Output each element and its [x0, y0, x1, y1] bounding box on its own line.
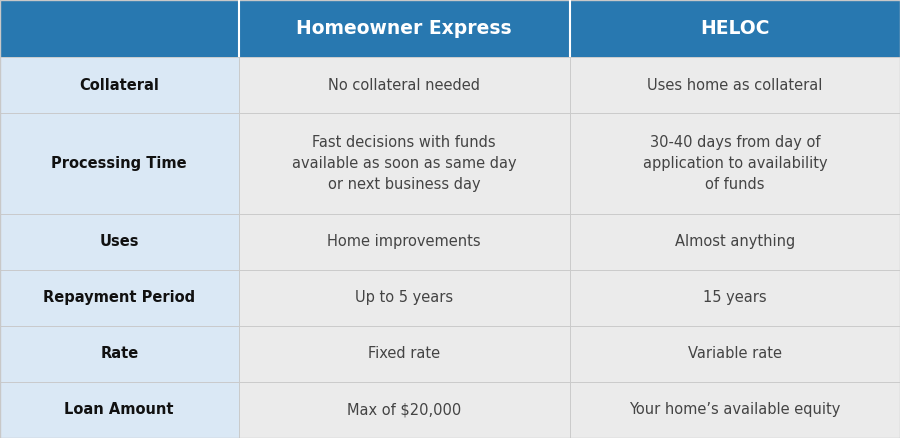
Bar: [0, 382, 238, 438]
Text: Home improvements: Home improvements: [328, 234, 481, 249]
Text: Uses home as collateral: Uses home as collateral: [647, 78, 823, 92]
Text: Rate: Rate: [100, 346, 139, 361]
Bar: [570, 270, 900, 326]
Bar: [570, 113, 900, 214]
Text: Almost anything: Almost anything: [675, 234, 795, 249]
Bar: [570, 214, 900, 270]
Bar: [0, 326, 238, 382]
Text: Homeowner Express: Homeowner Express: [296, 19, 512, 38]
Text: Repayment Period: Repayment Period: [43, 290, 195, 305]
Text: Your home’s available equity: Your home’s available equity: [629, 403, 841, 417]
Text: 30-40 days from day of
application to availability
of funds: 30-40 days from day of application to av…: [643, 135, 827, 192]
Text: Variable rate: Variable rate: [688, 346, 782, 361]
Text: Collateral: Collateral: [79, 78, 159, 92]
Bar: [570, 57, 900, 113]
Text: Fixed rate: Fixed rate: [368, 346, 440, 361]
Bar: [0, 57, 238, 113]
Text: Max of $20,000: Max of $20,000: [347, 403, 461, 417]
Bar: [238, 113, 570, 214]
Text: No collateral needed: No collateral needed: [328, 78, 480, 92]
Text: Fast decisions with funds
available as soon as same day
or next business day: Fast decisions with funds available as s…: [292, 135, 517, 192]
Text: Up to 5 years: Up to 5 years: [355, 290, 454, 305]
Bar: [570, 326, 900, 382]
Text: HELOC: HELOC: [700, 19, 770, 38]
Bar: [238, 214, 570, 270]
Bar: [238, 382, 570, 438]
Bar: [238, 270, 570, 326]
Text: Processing Time: Processing Time: [51, 156, 187, 171]
Bar: [238, 326, 570, 382]
Bar: [238, 57, 570, 113]
Text: Uses: Uses: [100, 234, 139, 249]
Bar: [570, 382, 900, 438]
Bar: [0, 214, 238, 270]
Bar: [0, 270, 238, 326]
Bar: [0, 0, 900, 57]
Text: 15 years: 15 years: [703, 290, 767, 305]
Text: Loan Amount: Loan Amount: [65, 403, 174, 417]
Bar: [0, 113, 238, 214]
